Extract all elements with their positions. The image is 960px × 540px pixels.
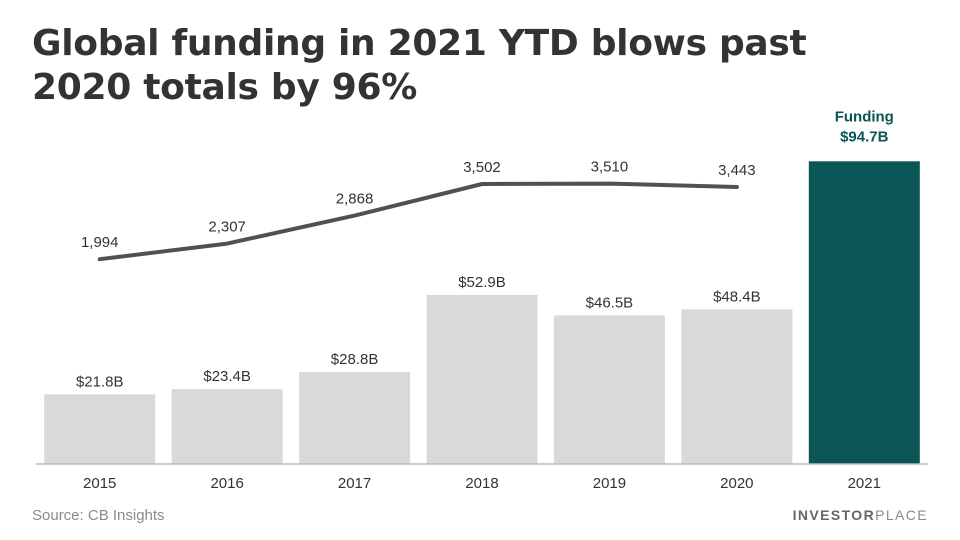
bar-2019 <box>553 315 665 464</box>
x-tick-label-2020: 2020 <box>720 475 753 492</box>
bar-2021 <box>808 161 920 465</box>
line-value-label-2019: 3,510 <box>591 159 629 176</box>
x-tick-label-2016: 2016 <box>210 475 243 492</box>
brand-logo: INVESTORPLACE <box>793 507 928 523</box>
bar-2018 <box>426 294 538 464</box>
line-series <box>97 181 739 262</box>
source-note: Source: CB Insights <box>32 507 165 524</box>
x-tick-label-2018: 2018 <box>465 475 498 492</box>
bar-2020 <box>681 309 793 464</box>
bar-value-label-2017: $28.8B <box>331 351 379 368</box>
bar-value-label-2015: $21.8B <box>76 373 124 390</box>
bar-value-label-2021: $94.7B <box>840 128 889 145</box>
bar-value-label-2018: $52.9B <box>458 274 506 291</box>
x-tick-label-2017: 2017 <box>338 475 371 492</box>
bar-2016 <box>171 389 283 464</box>
x-tick-label-2021: 2021 <box>848 475 881 492</box>
line-value-label-2017: 2,868 <box>336 191 374 208</box>
bar-label-highlight-name: Funding <box>835 108 894 125</box>
brand-logo-part1: INVESTOR <box>792 507 876 523</box>
bar-value-label-2016: $23.4B <box>203 368 251 385</box>
bar-value-label-2020: $48.4B <box>713 288 761 305</box>
bar-2015 <box>44 394 156 464</box>
line-value-label-2016: 2,307 <box>208 219 246 236</box>
line-value-label-2020: 3,443 <box>718 162 756 179</box>
line-value-label-2018: 3,502 <box>463 159 501 176</box>
x-tick-label-2015: 2015 <box>83 475 116 492</box>
line-value-label-2015: 1,994 <box>81 234 119 251</box>
bar-value-label-2019: $46.5B <box>586 294 634 311</box>
x-tick-label-2019: 2019 <box>593 475 626 492</box>
brand-logo-part2: PLACE <box>875 507 928 523</box>
chart-title: Global funding in 2021 YTD blows past 20… <box>32 23 807 108</box>
bar-2017 <box>299 372 411 464</box>
